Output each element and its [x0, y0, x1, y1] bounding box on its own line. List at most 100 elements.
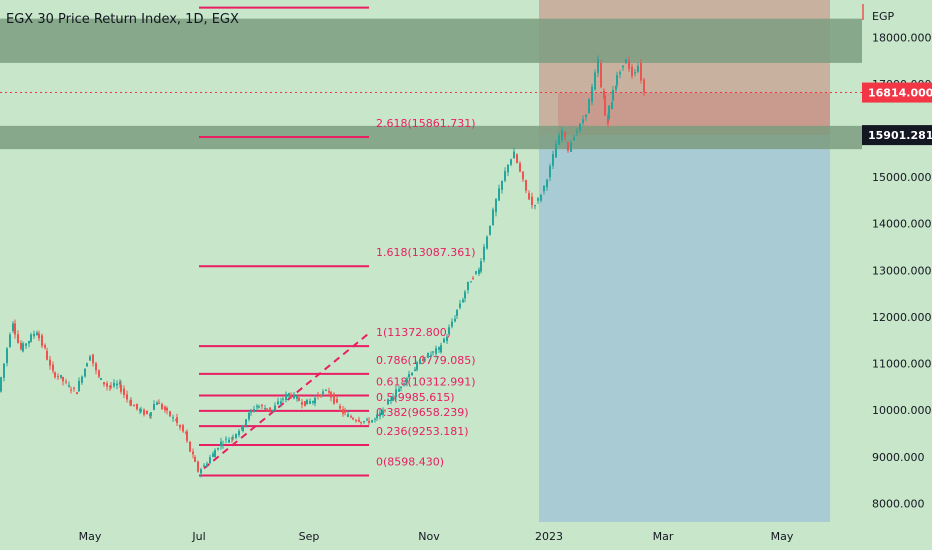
candle-body-130 [344, 410, 346, 413]
candle-body-23 [62, 377, 64, 382]
candle-body-218 [591, 87, 593, 103]
x-tick-label-6: May [771, 530, 794, 543]
candle-body-190 [507, 164, 509, 173]
candle-body-29 [78, 380, 80, 392]
candle-body-68 [179, 424, 181, 428]
candle-body-223 [604, 95, 606, 116]
candle-body-154 [408, 373, 410, 378]
candle-body-111 [293, 394, 295, 399]
candle-body-219 [594, 72, 596, 90]
candle-body-103 [272, 409, 274, 411]
candle-body-138 [366, 419, 368, 421]
candle-body-123 [325, 389, 327, 391]
candle-body-38 [103, 382, 105, 385]
fib-label-0: 0(8598.430) [376, 455, 444, 468]
candle-body-185 [492, 209, 494, 225]
candle-body-135 [358, 419, 360, 422]
y-tick-label-10: 18000.000 [872, 31, 932, 44]
candle-body-90 [238, 431, 240, 435]
position-stop-zone [539, 135, 830, 522]
candle-body-12 [33, 333, 35, 337]
candle-body-194 [519, 163, 521, 172]
candle-body-181 [480, 261, 482, 272]
candle-body-183 [486, 236, 488, 249]
candle-body-60 [158, 402, 160, 404]
candle-body-8 [22, 343, 24, 352]
candle-body-160 [424, 359, 426, 361]
candle-body-197 [528, 193, 530, 200]
last-price-tag[interactable] [862, 82, 932, 103]
candle-body-109 [288, 393, 290, 397]
candle-body-143 [379, 412, 381, 417]
candle-body-151 [400, 386, 402, 388]
last-price-tag-label: 16814.000 [868, 87, 932, 100]
candle-body-173 [459, 303, 461, 308]
candle-body-214 [579, 123, 581, 131]
candle-body-65 [172, 417, 174, 419]
candle-body-30 [81, 376, 83, 383]
candle-body-67 [176, 417, 178, 423]
candle-body-137 [363, 421, 365, 423]
candle-body-92 [242, 425, 244, 432]
candle-body-97 [256, 405, 258, 408]
candle-body-89 [235, 433, 237, 439]
candle-body-170 [451, 321, 453, 327]
candle-body-69 [182, 425, 184, 432]
fib-label-6: 1(11372.800) [376, 326, 451, 339]
candle-body-176 [467, 281, 469, 290]
fib-label-8: 2.618(15861.731) [376, 117, 476, 130]
candle-body-64 [169, 411, 171, 417]
candle-body-192 [513, 151, 515, 159]
candle-body-206 [555, 144, 557, 158]
candle-body-196 [525, 179, 527, 191]
candle-body-96 [253, 409, 255, 412]
candle-body-28 [76, 392, 78, 395]
y-tick-label-2: 10000.000 [872, 404, 932, 417]
candle-body-37 [100, 378, 102, 380]
fib-label-1: 0.236(9253.181) [376, 425, 469, 438]
candle-body-210 [567, 142, 569, 151]
candle-body-178 [472, 278, 474, 280]
candle-body-54 [143, 409, 145, 415]
candle-body-161 [427, 353, 429, 358]
candle-body-179 [475, 271, 477, 274]
level-price-tag[interactable] [862, 125, 932, 146]
candle-body-144 [382, 410, 384, 415]
candle-body-227 [612, 89, 614, 101]
candle-body-153 [406, 378, 408, 383]
candle-body-236 [637, 65, 639, 72]
candle-body-42 [113, 382, 115, 387]
candle-body-39 [106, 383, 108, 387]
candle-body-14 [38, 333, 40, 339]
candle-body-115 [304, 401, 306, 406]
resistance-zone [0, 18, 862, 63]
candle-body-133 [352, 417, 354, 420]
candle-body-125 [330, 392, 332, 398]
candle-body-141 [374, 418, 376, 420]
candle-body-129 [342, 409, 344, 414]
candle-body-36 [98, 370, 100, 377]
candle-body-168 [446, 336, 448, 342]
candle-body-159 [422, 358, 424, 362]
candle-body-158 [419, 359, 421, 364]
candle-body-163 [432, 351, 434, 353]
candle-body-127 [336, 398, 338, 403]
candle-body-84 [222, 444, 224, 446]
candle-body-114 [301, 402, 303, 405]
candle-body-122 [322, 391, 324, 394]
candle-body-82 [217, 447, 219, 450]
candle-body-225 [608, 105, 610, 119]
candle-body-102 [269, 407, 271, 411]
candle-body-213 [576, 131, 578, 133]
candle-body-45 [120, 384, 122, 392]
candle-body-148 [392, 396, 394, 401]
candle-body-35 [95, 363, 97, 371]
level-price-tag-label: 15901.281 [868, 129, 932, 142]
candle-body-86 [228, 439, 230, 443]
candle-body-81 [214, 450, 216, 458]
candle-body-230 [619, 72, 621, 75]
candle-body-162 [430, 354, 432, 356]
candle-body-131 [347, 414, 349, 417]
candle-body-73 [192, 451, 194, 455]
candle-body-18 [49, 359, 51, 366]
